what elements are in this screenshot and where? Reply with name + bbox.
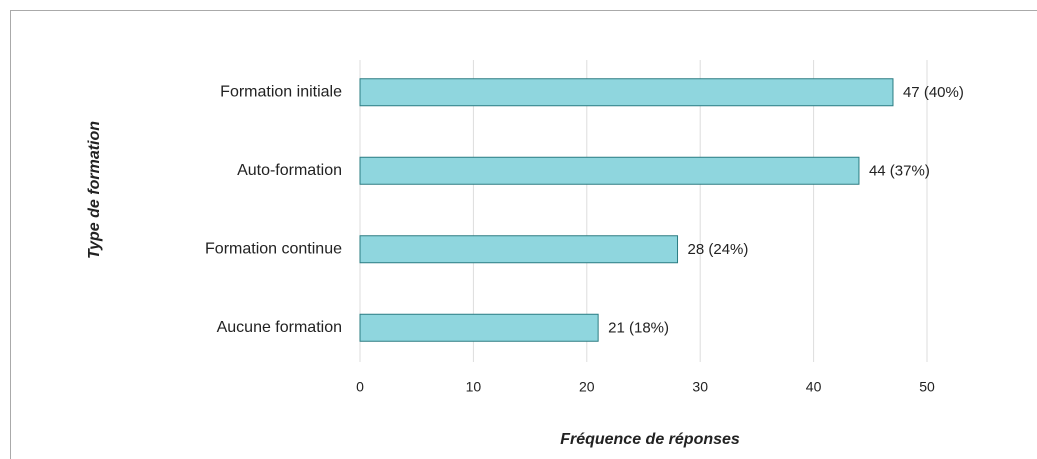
x-tick-label: 0: [356, 379, 364, 395]
x-tick-label: 50: [919, 379, 935, 395]
bar: [359, 235, 679, 264]
y-axis-title: Type de formation: [86, 121, 103, 259]
y-tick-label: Formation initiale: [220, 83, 342, 100]
x-axis-title: Fréquence de réponses: [560, 431, 740, 448]
y-tick-label: Auto-formation: [237, 162, 342, 179]
bar: [359, 156, 860, 185]
bar: [359, 78, 894, 107]
x-tick-label: 40: [806, 379, 822, 395]
bar: [359, 313, 599, 342]
value-label: 28 (24%): [688, 241, 749, 258]
y-tick-label: Formation continue: [205, 240, 342, 257]
value-label: 44 (37%): [869, 163, 930, 180]
x-tick-label: 30: [692, 379, 708, 395]
x-tick-label: 10: [466, 379, 482, 395]
value-label: 47 (40%): [903, 84, 964, 101]
value-label: 21 (18%): [608, 320, 669, 337]
x-tick-label: 20: [579, 379, 595, 395]
chart-frame: [10, 10, 1037, 459]
y-tick-label: Aucune formation: [217, 319, 342, 336]
